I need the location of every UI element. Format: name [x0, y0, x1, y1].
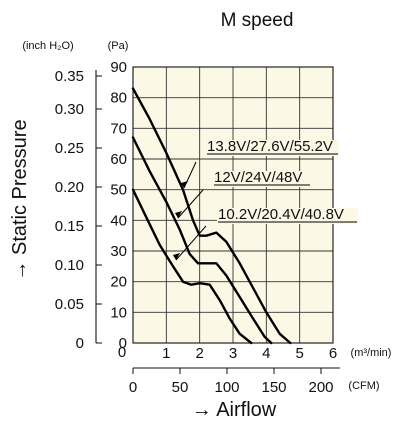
y-tick-label-inch: 0.15: [55, 218, 84, 235]
x-tick-label-m3min: 1: [162, 345, 170, 362]
y-axis-title: → Static Pressure: [9, 119, 31, 280]
y-unit-pa: (Pa): [108, 40, 129, 52]
x-unit-cfm: (CFM): [348, 380, 379, 392]
x-tick-label-cfm: 50: [172, 379, 189, 396]
x-tick-label-cfm: 100: [214, 379, 239, 396]
x-tick-label-zero: 0: [118, 344, 126, 361]
series-line-3: [131, 188, 253, 345]
series-callout-line: [177, 189, 204, 219]
x-tick-label-m3min: 2: [195, 345, 203, 362]
series-label-bg: [206, 140, 339, 156]
chart-title: M speed: [221, 10, 294, 31]
y-tick-label-pa: 90: [110, 59, 127, 76]
series-label-bg: [213, 171, 311, 187]
y-tick-label-inch: 0: [76, 335, 84, 352]
series-label-bg: [217, 208, 358, 224]
y-unit-inch: (inch H₂O): [22, 40, 73, 52]
y-tick-label-pa: 20: [110, 274, 127, 291]
x-tick-label-m3min: 5: [295, 345, 303, 362]
series-line-2: [131, 136, 273, 345]
x-tick-label-cfm: 150: [261, 379, 286, 396]
y-tick-label-pa: 40: [110, 212, 127, 229]
x-unit-m3min: (m³/min): [351, 347, 392, 359]
y-tick-label-pa: 80: [110, 90, 127, 107]
series-callout-arrow: [173, 253, 180, 260]
y-tick-label-inch: 0.35: [55, 68, 84, 85]
plot-frame: [132, 66, 334, 344]
series-line-1: [131, 87, 292, 345]
y-tick-label-pa: 70: [110, 120, 127, 137]
series-callout-arrow: [181, 181, 188, 188]
y-tick-label-pa: 0: [119, 335, 127, 352]
y-tick-label-inch: 0.05: [55, 296, 84, 313]
y-tick-label-pa: 50: [110, 182, 127, 199]
series-label: 13.8V/27.6V/55.2V: [207, 138, 333, 155]
y-tick-label-inch: 0.10: [55, 257, 84, 274]
series-callout-arrow: [175, 211, 182, 218]
x-axis-title: → Airflow: [192, 399, 277, 421]
y-tick-label-inch: 0.20: [55, 179, 84, 196]
series-label: 12V/24V/48V: [214, 169, 302, 186]
y-tick-label-inch: 0.30: [55, 101, 84, 118]
x-tick-label-m3min: 6: [329, 345, 337, 362]
series-label: 10.2V/20.4V/40.8V: [218, 206, 344, 223]
series-callout-line: [175, 225, 207, 261]
x-tick-label-m3min: 3: [229, 345, 237, 362]
y-tick-label-pa: 60: [110, 151, 127, 168]
y-tick-label-pa: 10: [110, 304, 127, 321]
x-tick-label-cfm: 0: [129, 379, 137, 396]
x-tick-label-m3min: 4: [262, 345, 270, 362]
x-tick-label-cfm: 200: [308, 379, 333, 396]
y-tick-label-pa: 30: [110, 243, 127, 260]
y-tick-label-inch: 0.25: [55, 140, 84, 157]
